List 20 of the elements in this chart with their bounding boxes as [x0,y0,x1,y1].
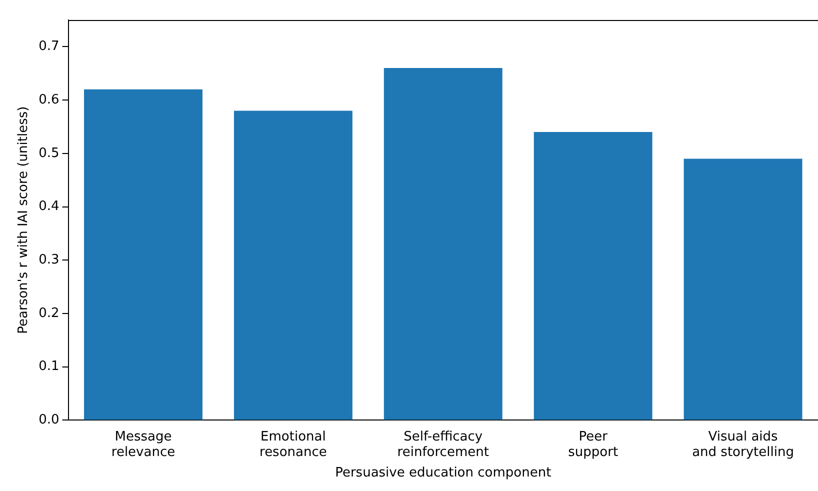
bar [84,89,202,420]
y-axis-title: Pearson's r with IAI score (unitless) [16,106,32,334]
x-tick-label: Emotional resonance [260,429,327,460]
x-tick-label: Self-efficacy reinforcement [397,429,489,460]
y-tick-label: 0.2 [38,306,60,321]
y-tick-label: 0.5 [38,146,60,161]
y-tick-label: 0.0 [38,412,60,428]
y-tick-label: 0.6 [38,92,60,108]
x-tick-label: Visual aids and storytelling [692,429,794,460]
x-axis-title: Persuasive education component [335,466,552,481]
y-tick-label: 0.7 [38,39,60,54]
bar [384,68,502,420]
x-tick-label: Message relevance [111,429,176,460]
y-tick-label: 0.1 [38,359,60,374]
bar [234,110,352,420]
bar [534,132,652,420]
x-tick-label: Peer support [568,429,618,460]
y-tick-label: 0.3 [38,252,60,268]
bar [684,158,802,420]
y-tick-label: 0.4 [38,199,60,214]
